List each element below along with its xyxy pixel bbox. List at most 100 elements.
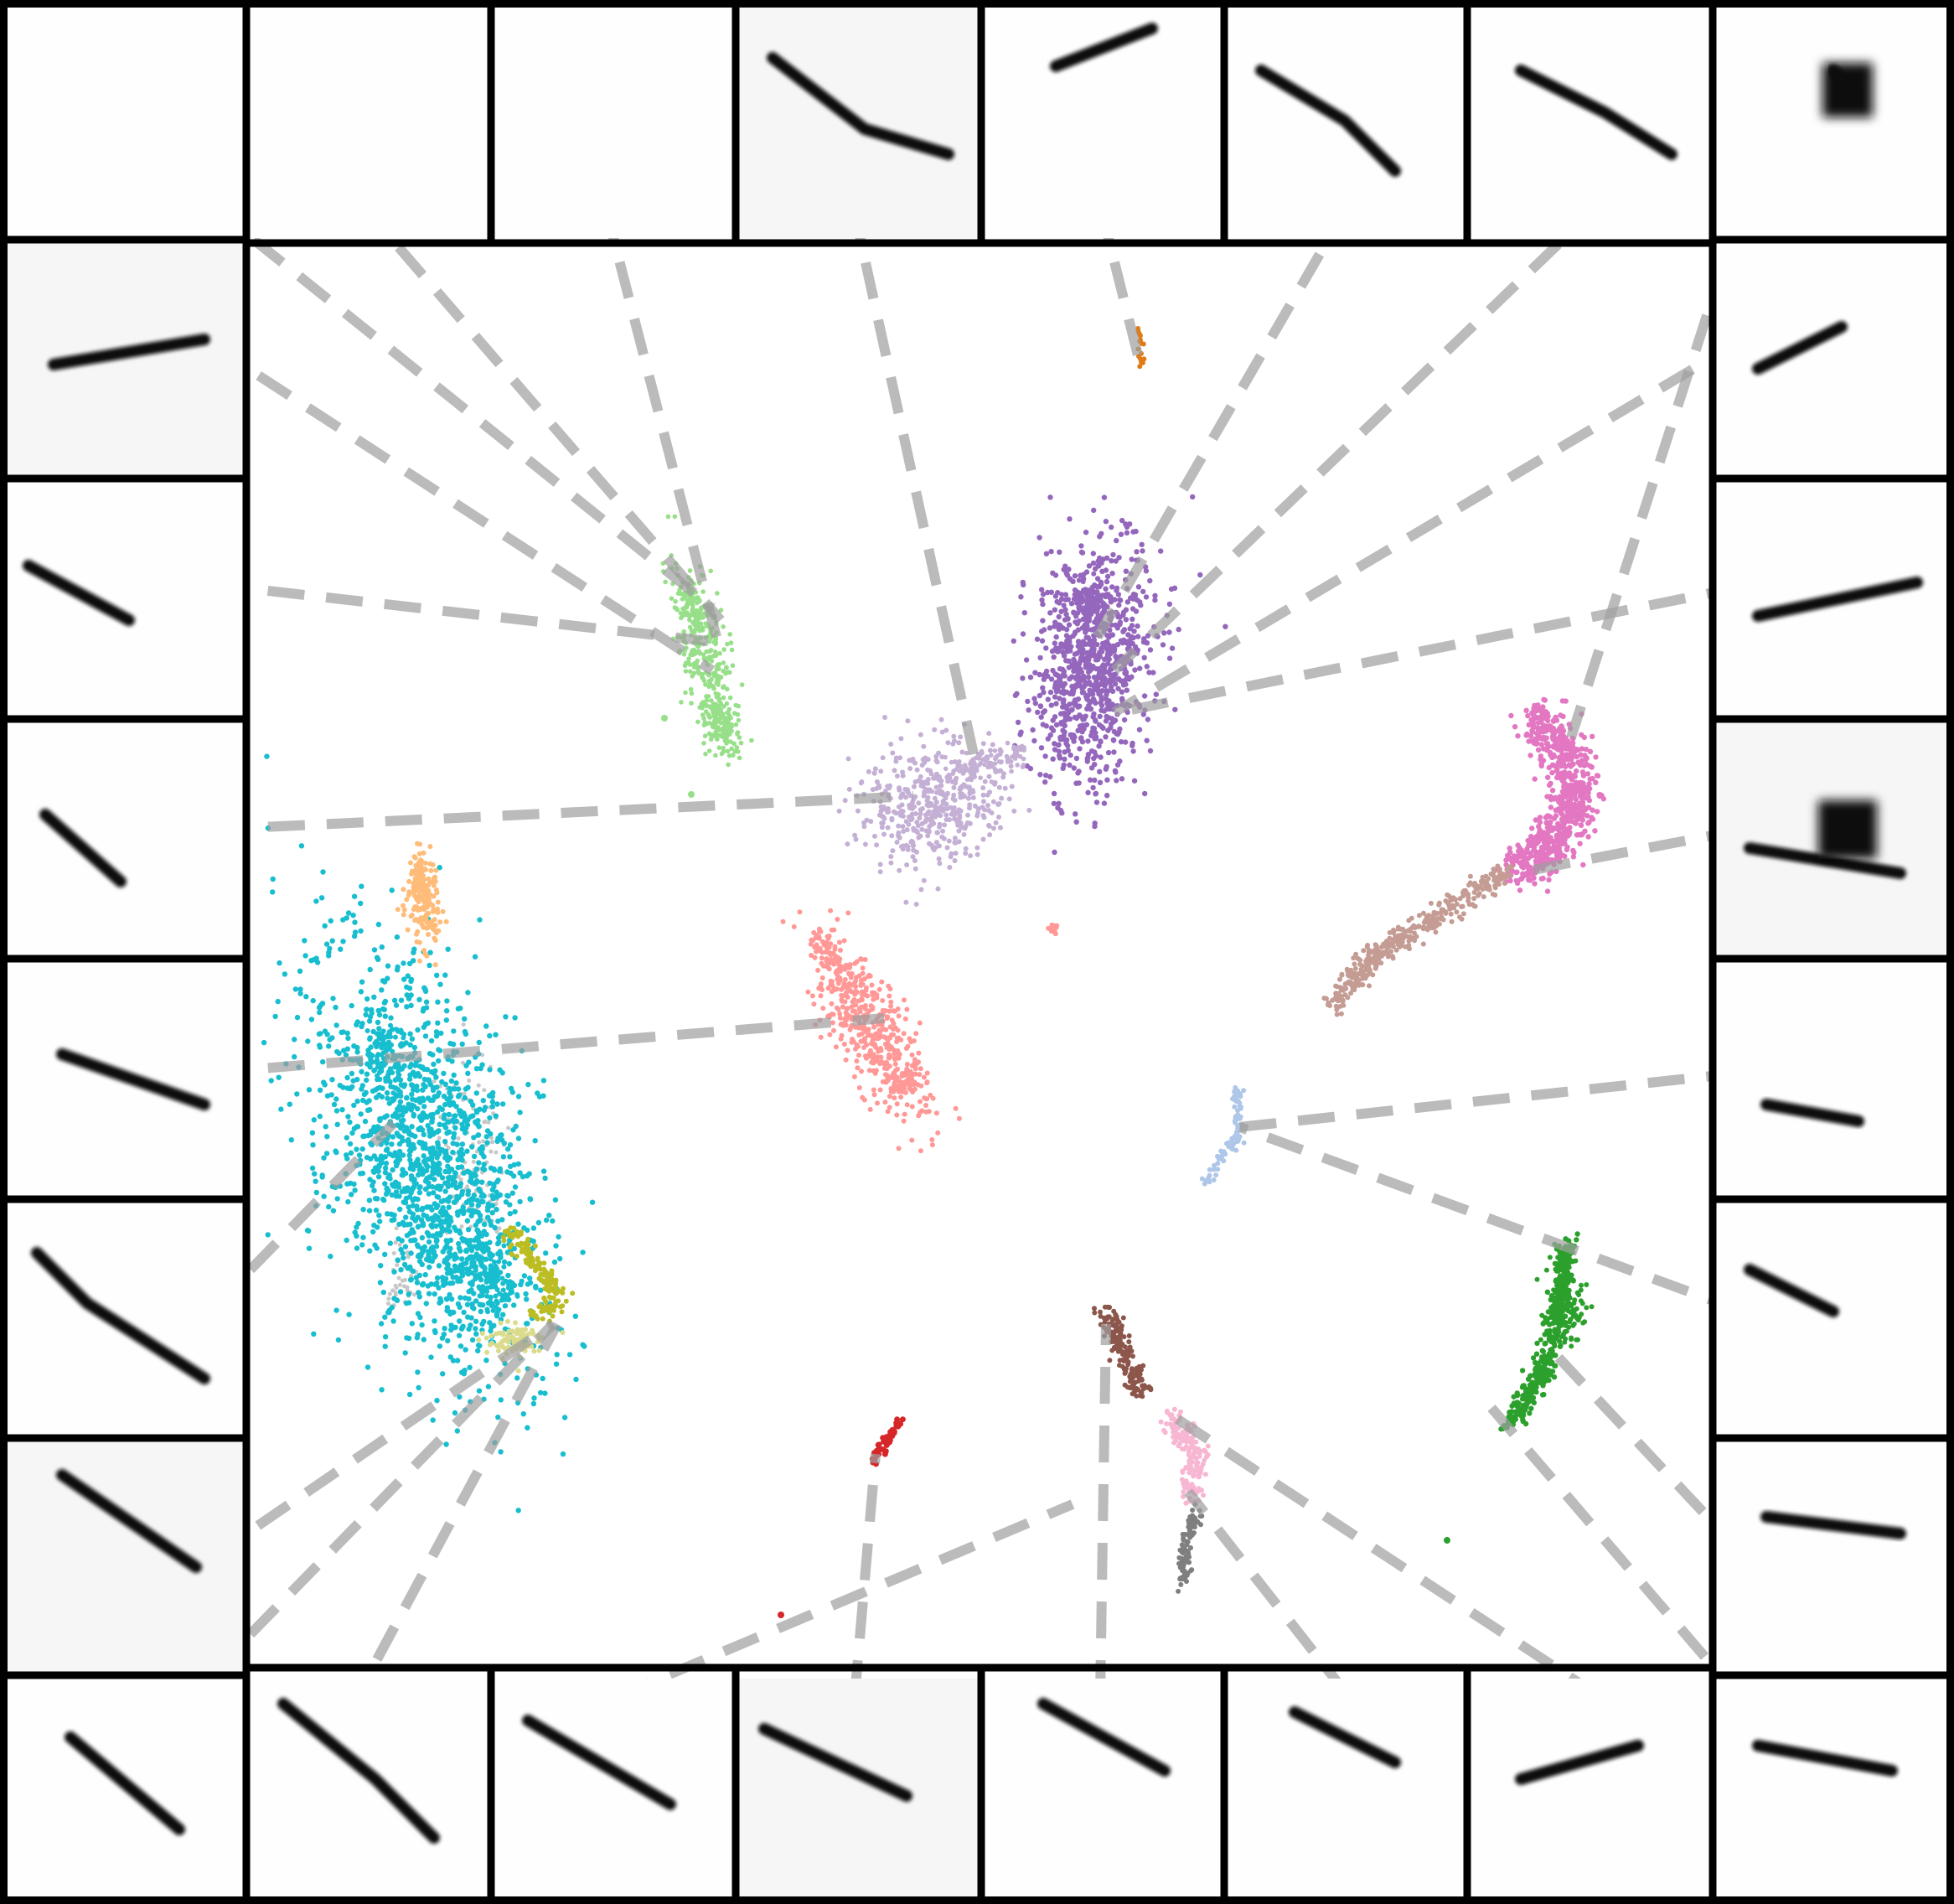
cluster-point [398,997,405,1003]
cluster-point [980,792,986,798]
cluster-point [1123,568,1129,574]
cluster-point [1557,839,1564,845]
cluster-point [446,1204,452,1210]
cluster-point [1143,594,1150,600]
cluster-point [411,1185,416,1191]
cluster-point [410,1268,416,1275]
cluster-point [446,1223,452,1229]
cluster-point [1103,696,1109,702]
cluster-point [368,1128,375,1134]
cluster-point [712,649,718,654]
cluster-point [563,1298,569,1304]
cluster-point [1125,632,1131,638]
cluster-point [382,1334,389,1340]
cluster-point [1558,712,1564,718]
cluster-point [986,808,991,814]
cluster-point [1083,620,1090,627]
cluster-point [367,1014,374,1020]
cluster-point [713,753,718,758]
cluster-point [1025,698,1031,705]
cluster-point [500,1312,506,1317]
cluster-point [964,820,970,825]
cluster-point [842,798,848,804]
cluster-point [1073,811,1078,817]
cluster-point [1094,593,1100,598]
cluster-point [471,1291,477,1296]
cluster-point [323,1124,328,1130]
cluster-point [515,1161,521,1167]
cluster-point [524,1260,530,1265]
cluster-point [514,1375,520,1381]
cluster-point [897,867,902,873]
cluster-point [943,812,949,818]
cluster-point [264,753,270,759]
cluster-point [917,815,923,821]
cluster-point [1544,711,1551,717]
cluster-point [1518,876,1525,882]
cluster-point [1089,729,1095,735]
cluster-point [1015,763,1020,768]
cluster-point [1093,791,1098,797]
cluster-point [381,1115,388,1120]
cluster-point [310,997,316,1004]
cluster-point [442,1138,448,1145]
cluster-point [438,1198,445,1204]
cluster-point [501,1264,507,1270]
cluster-point [1115,686,1121,691]
cluster-point [874,786,879,791]
cluster-point [1080,616,1087,623]
cluster-point [546,1274,552,1280]
cluster-point [473,1066,480,1072]
cluster-point [517,1170,523,1176]
cluster-point [910,840,916,846]
cluster-point [496,1259,502,1265]
cluster-point [1113,558,1119,564]
cluster-point [1050,727,1057,733]
cluster-point [1076,577,1082,583]
cluster-point [551,1259,558,1265]
cluster-point [497,1226,502,1231]
cluster-point [385,1301,390,1306]
cluster-point [1098,530,1104,536]
cluster-point [1114,762,1121,768]
cluster-point [367,1053,373,1059]
cluster-point [1060,765,1066,771]
cluster-point [1077,746,1083,752]
cluster-point [297,968,303,975]
cluster-point [952,836,958,841]
cluster-point [373,1208,380,1213]
cluster-point [986,823,992,829]
cluster-point [1579,832,1584,838]
cluster-point [1032,670,1038,675]
cluster-point [382,1181,388,1187]
cluster-point [561,1286,566,1291]
cluster-point [466,1326,472,1332]
cluster-point [434,1275,441,1281]
cluster-point [417,1184,423,1190]
cluster-point [487,1115,493,1121]
cluster-point [963,851,969,856]
cluster-point [1051,800,1057,806]
cluster-point [321,1155,327,1161]
cluster-layer [228,326,1607,1618]
cluster-point [1550,744,1557,750]
cluster-point [347,1141,354,1147]
cluster-point [1584,771,1591,777]
cluster-point [519,1327,525,1332]
cluster-point [1543,735,1549,741]
cluster-point [344,1237,349,1244]
cluster-point [514,1293,520,1299]
cluster-point [378,1321,385,1327]
cluster-point [1096,603,1102,609]
cluster-point [1092,777,1098,784]
cluster-point [951,805,957,810]
cluster-point [451,1130,457,1137]
cluster-point [559,1309,565,1315]
cluster-point [1080,639,1087,644]
cluster-point [446,1146,451,1151]
cluster-point [1528,840,1535,846]
cluster-point [326,953,332,959]
cluster-point [1052,623,1057,629]
cluster-point [386,1309,392,1316]
cluster-point [468,1114,474,1120]
